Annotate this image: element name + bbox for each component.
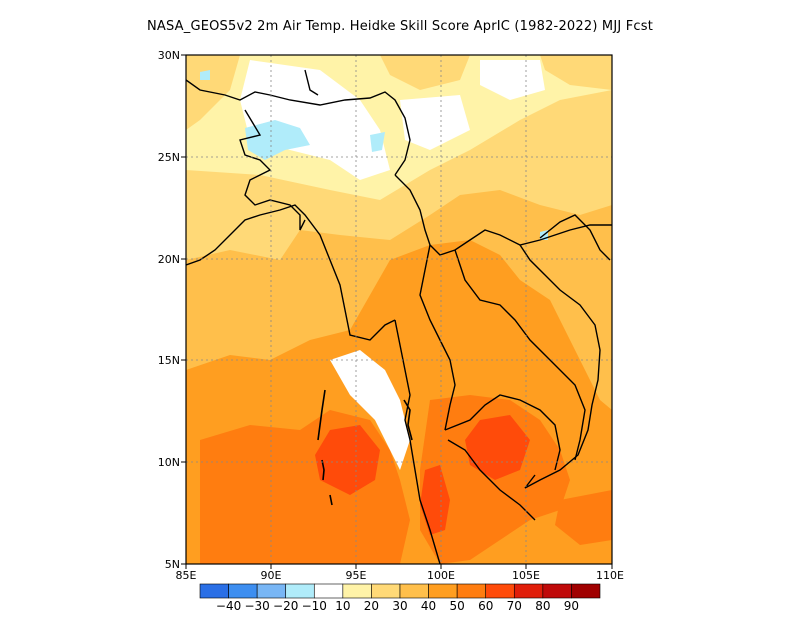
colorbar-label: 50 [450, 599, 465, 613]
lat-tick-label: 30N [158, 49, 180, 62]
lon-tick-label: 100E [427, 569, 455, 582]
lon-tick-label: 105E [512, 569, 540, 582]
colorbar-label: 90 [564, 599, 579, 613]
colorbar-swatch [485, 583, 515, 599]
colorbar-swatch [399, 583, 429, 599]
colorbar-label: 80 [535, 599, 550, 613]
tick-marks [181, 54, 613, 569]
colorbar-label: 30 [392, 599, 407, 613]
islands [317, 389, 413, 506]
colorbar-label: 70 [507, 599, 522, 613]
colorbar-swatch [285, 583, 315, 599]
colorbar-label: 40 [421, 599, 436, 613]
colorbar-swatch [428, 583, 458, 599]
colorbar-label: −40 [216, 599, 241, 613]
colorbar-label: −10 [302, 599, 327, 613]
colorbar-swatch [371, 583, 401, 599]
colorbar-swatch [256, 583, 287, 599]
colorbar-label: 20 [364, 599, 379, 613]
lat-tick-label: 25N [158, 151, 180, 164]
colorbar-label: 10 [335, 599, 350, 613]
colorbar-swatch [342, 583, 372, 599]
colorbar-swatch [313, 583, 344, 599]
lat-tick-label: 15N [158, 354, 180, 367]
colorbar-swatch [199, 583, 229, 599]
colorbar-swatch [571, 583, 601, 599]
map-frame [185, 54, 613, 565]
lon-tick-label: 85E [176, 569, 197, 582]
lon-tick-label: 110E [596, 569, 624, 582]
map-title: NASA_GEOS5v2 2m Air Temp. Heidke Skill S… [146, 19, 654, 34]
colorbar-swatch [513, 583, 544, 599]
colorbar: −40 −30 −20 −10 10 20 30 40 50 60 70 80 90 [199, 583, 601, 613]
colorbar-label: −20 [273, 599, 298, 613]
lon-tick-labels: 85E 90E 95E 100E 105E 110E [176, 569, 624, 582]
lon-tick-label: 95E [346, 569, 367, 582]
lat-tick-label: 20N [158, 253, 180, 266]
colorbar-label: −30 [244, 599, 269, 613]
lon-tick-label: 90E [261, 569, 282, 582]
coastline-borders [186, 69, 612, 564]
colorbar-swatch [228, 583, 258, 599]
colorbar-swatch [456, 583, 487, 599]
skill-score-field [186, 55, 612, 564]
lat-tick-labels: 5N 10N 15N 20N 25N 30N [158, 49, 180, 571]
colorbar-swatch [542, 583, 572, 599]
lat-tick-label: 10N [158, 456, 180, 469]
graticule [186, 55, 612, 564]
lat-tick-label: 5N [165, 558, 180, 571]
colorbar-label: 60 [478, 599, 493, 613]
